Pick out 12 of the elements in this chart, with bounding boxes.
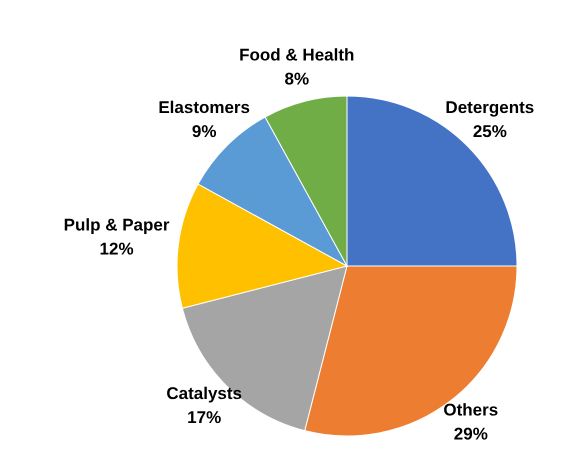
data-label: 17%	[187, 408, 222, 427]
slice-label: Food & Health	[239, 45, 354, 64]
data-label: 25%	[472, 122, 507, 142]
data-label: 8%	[284, 69, 310, 88]
slice-label: Catalysts	[166, 384, 242, 403]
data-label: 9%	[192, 122, 216, 142]
slice-label: Elastomers	[158, 98, 250, 118]
data-label: 29%	[454, 424, 488, 444]
slice-label: Pulp & Paper	[64, 216, 170, 235]
slice-label: Others	[443, 400, 498, 420]
data-label: 12%	[100, 240, 134, 259]
slice-label: Detergents	[445, 98, 534, 118]
